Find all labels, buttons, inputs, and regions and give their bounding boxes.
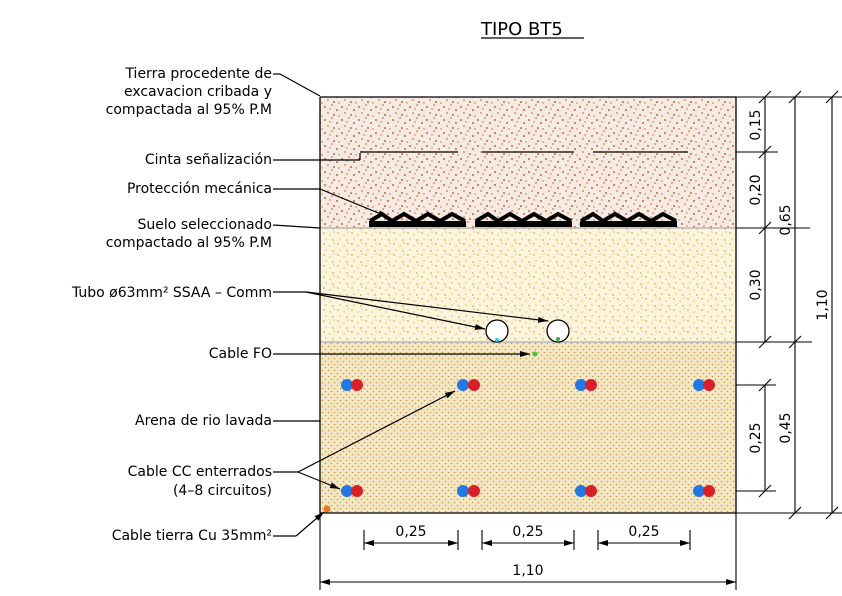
leader-lines [272,73,549,537]
label-cable-cc-line2: (4–8 circuitos) [173,483,272,499]
bottom-dimensions [319,513,737,590]
conduit-tubes [485,319,570,343]
label-cable-cc-line1: Cable CC enterrados [128,464,272,480]
label-arena: Arena de rio lavada [135,413,272,429]
layer-excavated-soil [320,97,736,228]
left-labels: Tierra procedente de excavacion cribada … [71,66,272,544]
dim-1-10-vertical: 1,10 [815,289,831,320]
layer-selected-soil [320,228,736,342]
ground-cable [323,505,331,513]
dim-0-30: 0,30 [748,269,764,300]
label-tierra-line1: Tierra procedente de [124,66,272,82]
label-suelo-line1: Suelo seleccionado [138,217,272,233]
label-suelo-line2: compactado al 95% P.M [106,235,272,251]
label-proteccion: Protección mecánica [127,181,272,197]
drawing-title: TIPO BT5 [480,19,563,40]
right-dimensions [736,90,842,520]
conduit-cable-green [556,337,560,341]
dim-0-20: 0,20 [748,174,764,205]
dc-cables-upper-row [341,379,715,391]
conduit-tube-right [546,319,570,343]
label-tubo: Tubo ø63mm² SSAA – Comm [71,285,272,301]
label-cable-fo: Cable FO [209,346,272,362]
dim-bottom-0-25-b: 0,25 [512,524,543,540]
label-tierra-line3: compactada al 95% P.M [106,102,272,118]
label-tierra-line2: excavacion cribada y [124,84,272,100]
dim-bottom-1-10: 1,10 [512,563,543,579]
label-cinta: Cinta señalización [145,152,272,168]
label-cable-tierra: Cable tierra Cu 35mm² [112,528,272,544]
dim-0-25: 0,25 [748,422,764,453]
fiber-optic-cable [532,351,538,357]
dim-0-15: 0,15 [748,109,764,140]
dim-0-45: 0,45 [778,412,794,443]
layer-river-sand [320,342,736,513]
bottom-dimension-labels: 0,25 0,25 0,25 1,10 [395,524,659,579]
dc-cables-lower-row [341,485,715,497]
dim-0-65: 0,65 [778,204,794,235]
dim-bottom-0-25-a: 0,25 [395,524,426,540]
right-dimension-labels: 0,15 0,20 0,30 0,25 0,65 0,45 1,10 [748,109,831,453]
trench-outline [319,96,737,514]
dim-bottom-0-25-c: 0,25 [628,524,659,540]
conduit-cable-cyan [495,338,499,342]
